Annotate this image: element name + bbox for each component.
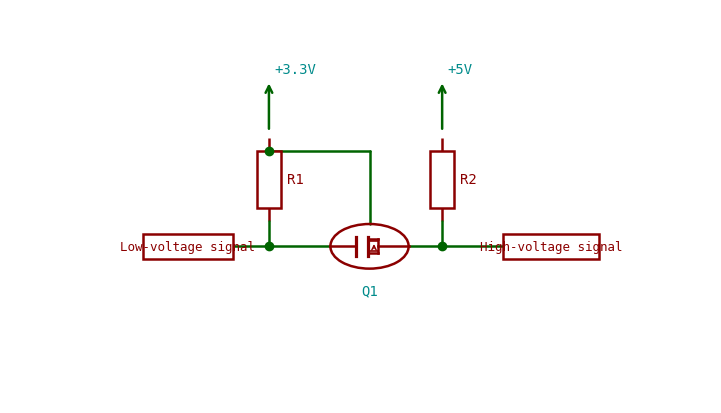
FancyBboxPatch shape	[503, 234, 599, 259]
Text: +5V: +5V	[448, 63, 473, 76]
Bar	[257, 151, 281, 209]
Text: Low-voltage signal: Low-voltage signal	[120, 240, 255, 253]
FancyBboxPatch shape	[143, 234, 233, 259]
Bar	[430, 151, 454, 209]
Text: Q1: Q1	[361, 283, 378, 297]
Text: High-voltage signal: High-voltage signal	[480, 240, 622, 253]
Text: R1: R1	[287, 173, 304, 187]
Text: R2: R2	[460, 173, 477, 187]
Text: +3.3V: +3.3V	[275, 63, 317, 76]
